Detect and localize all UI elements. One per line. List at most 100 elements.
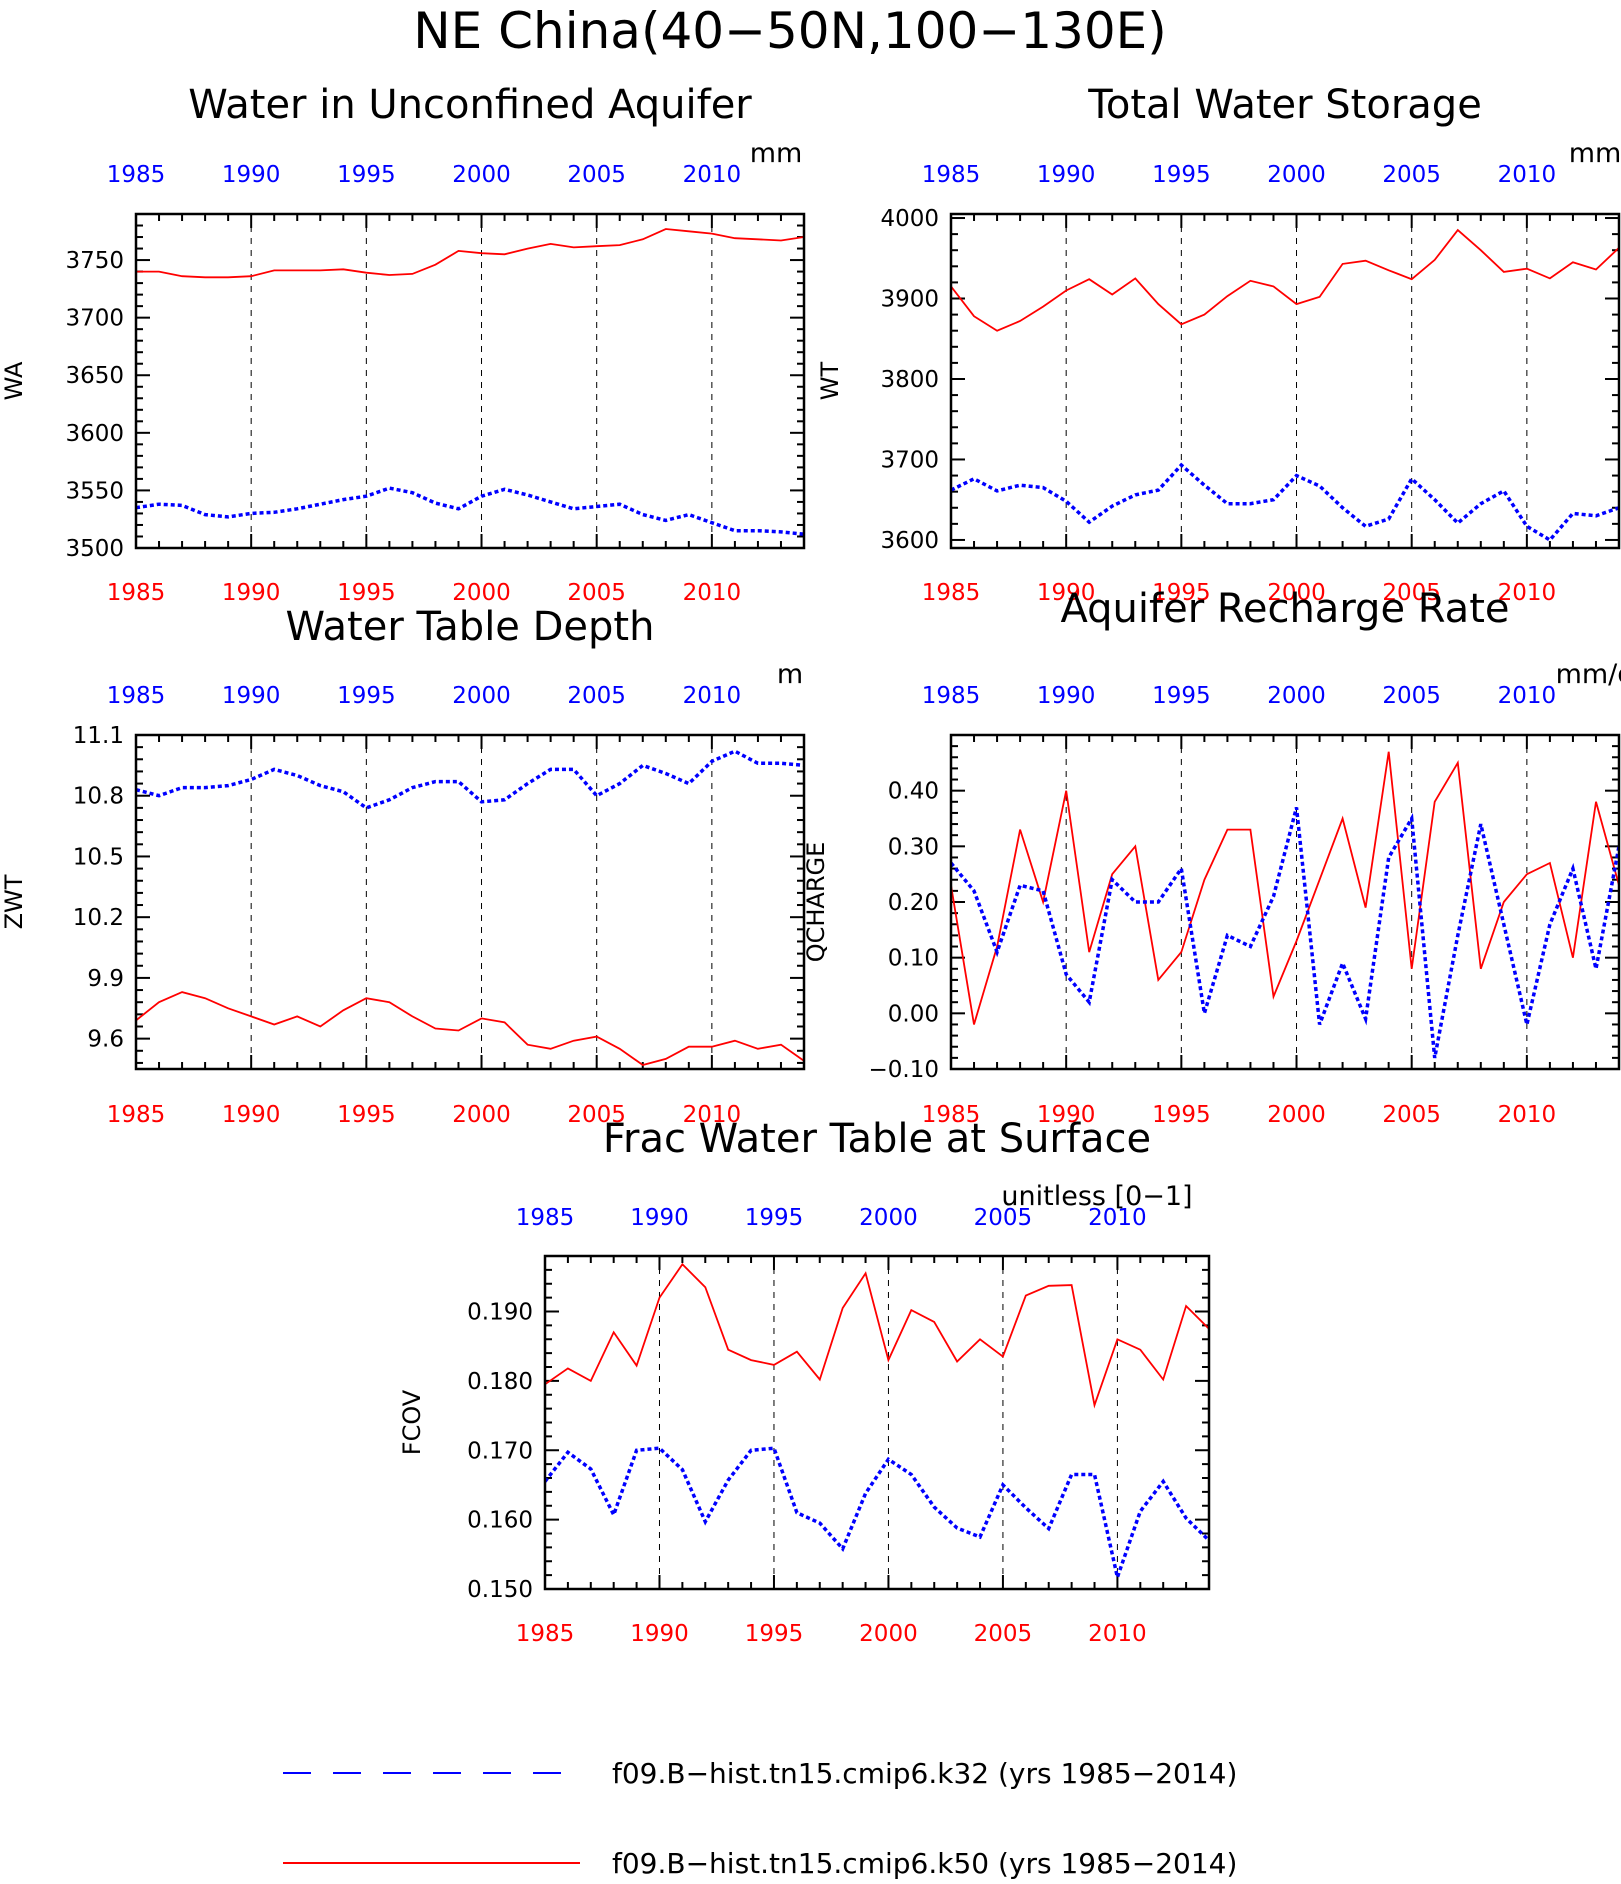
x-tick-label-bottom: 2010 xyxy=(1088,1621,1147,1647)
y-tick-label: 0.170 xyxy=(467,1438,533,1464)
x-tick-label-bottom: 1995 xyxy=(337,580,396,606)
x-tick-label-bottom: 2000 xyxy=(1267,1102,1326,1128)
panel-units: m xyxy=(777,659,803,690)
y-tick-label: 9.9 xyxy=(87,966,124,992)
x-tick-label-bottom: 1990 xyxy=(1037,1102,1096,1128)
x-tick-label-bottom: 2000 xyxy=(452,580,511,606)
x-tick-label-bottom: 2005 xyxy=(567,580,626,606)
y-tick-label: 9.6 xyxy=(87,1027,124,1053)
legend-label-k32: f09.B−hist.tn15.cmip6.k32 (yrs 1985−2014… xyxy=(612,1757,1237,1790)
x-tick-label-top: 2005 xyxy=(567,162,626,188)
y-tick-label: 11.1 xyxy=(73,723,124,749)
x-tick-label-top: 2010 xyxy=(683,162,742,188)
x-tick-label-bottom: 1985 xyxy=(922,1102,981,1128)
y-tick-label: 0.00 xyxy=(888,1001,939,1027)
series-line-k50 xyxy=(951,751,1619,1025)
x-tick-label-top: 1990 xyxy=(630,1205,689,1231)
x-tick-label-top: 2005 xyxy=(567,683,626,709)
x-tick-label-top: 2000 xyxy=(452,683,511,709)
x-tick-label-top: 1995 xyxy=(337,162,396,188)
x-tick-label-top: 1995 xyxy=(745,1205,804,1231)
panel-5: Frac Water Table at Surface unitless [0−1… xyxy=(398,1116,1211,1647)
x-tick-label-bottom: 1985 xyxy=(922,580,981,606)
y-tick-label: 0.10 xyxy=(888,946,939,972)
x-tick-label-top: 2010 xyxy=(683,683,742,709)
x-tick-label-top: 1990 xyxy=(1037,162,1096,188)
y-tick-label: 0.190 xyxy=(467,1300,533,1326)
x-tick-label-top: 1990 xyxy=(222,162,281,188)
x-tick-label-top: 1985 xyxy=(922,683,981,709)
y-tick-label: −0.10 xyxy=(869,1057,939,1083)
y-tick-label: 4000 xyxy=(880,206,939,232)
panel-units: mm/d xyxy=(1556,659,1621,690)
legend-label-k50: f09.B−hist.tn15.cmip6.k50 (yrs 1985−2014… xyxy=(612,1847,1237,1880)
x-tick-label-bottom: 2005 xyxy=(567,1102,626,1128)
plot-frame xyxy=(949,733,1621,1071)
x-tick-label-bottom: 1985 xyxy=(516,1621,575,1647)
y-axis-label: WA xyxy=(0,361,28,400)
x-tick-label-bottom: 2005 xyxy=(1382,580,1441,606)
plot-frame xyxy=(949,212,1621,550)
y-tick-label: 0.150 xyxy=(467,1577,533,1603)
series-line-k50 xyxy=(136,991,804,1066)
x-tick-label-top: 1995 xyxy=(1152,162,1211,188)
y-tick-label: 10.8 xyxy=(73,784,124,810)
x-tick-label-top: 1985 xyxy=(107,683,166,709)
y-tick-label: 3750 xyxy=(65,248,124,274)
x-tick-label-bottom: 2010 xyxy=(683,1102,742,1128)
x-tick-label-top: 2005 xyxy=(1382,162,1441,188)
y-axis-label: FCOV xyxy=(398,1389,426,1455)
x-tick-label-top: 2010 xyxy=(1498,683,1557,709)
y-tick-label: 3600 xyxy=(880,528,939,554)
panel-title: Water in Unconfined Aquifer xyxy=(188,82,752,128)
y-tick-label: 0.180 xyxy=(467,1369,533,1395)
x-tick-label-top: 2010 xyxy=(1498,162,1557,188)
x-tick-label-bottom: 1995 xyxy=(745,1621,804,1647)
x-tick-label-bottom: 2005 xyxy=(1382,1102,1441,1128)
main-title: NE China(40−50N,100−130E) xyxy=(413,2,1167,60)
y-tick-label: 3550 xyxy=(65,478,124,504)
panel-units: mm xyxy=(750,138,803,169)
x-tick-label-bottom: 1995 xyxy=(1152,580,1211,606)
y-tick-label: 10.2 xyxy=(73,905,124,931)
panel-units: mm xyxy=(1569,138,1621,169)
x-tick-label-top: 1985 xyxy=(922,162,981,188)
x-tick-label-bottom: 1985 xyxy=(107,580,166,606)
y-tick-label: 0.160 xyxy=(467,1508,533,1534)
x-tick-label-top: 2000 xyxy=(452,162,511,188)
panel-1: Water in Unconfined Aquifer mm WA 3500 3550 3… xyxy=(0,82,806,606)
x-tick-label-top: 1990 xyxy=(1037,683,1096,709)
panel-2: Total Water Storage mm WT 3600 3700 3800 3900 4… xyxy=(816,82,1621,606)
series-line-k32 xyxy=(136,486,804,536)
y-tick-label: 3650 xyxy=(65,363,124,389)
x-tick-label-top: 2005 xyxy=(974,1205,1033,1231)
series-line-k32 xyxy=(136,749,804,810)
legend: f09.B−hist.tn15.cmip6.k32 (yrs 1985−2014… xyxy=(283,1757,1237,1880)
x-tick-label-bottom: 2010 xyxy=(1498,580,1557,606)
y-tick-label: 10.5 xyxy=(73,844,124,870)
panel-title: Total Water Storage xyxy=(1087,82,1482,128)
y-axis-label: QCHARGE xyxy=(802,842,830,963)
x-tick-label-bottom: 2005 xyxy=(974,1621,1033,1647)
series-line-k50 xyxy=(136,228,804,279)
y-tick-label: 3700 xyxy=(880,447,939,473)
x-tick-label-bottom: 1990 xyxy=(222,580,281,606)
x-tick-label-bottom: 2010 xyxy=(683,580,742,606)
x-tick-label-top: 1985 xyxy=(107,162,166,188)
y-tick-label: 3800 xyxy=(880,367,939,393)
x-tick-label-bottom: 1990 xyxy=(1037,580,1096,606)
x-tick-label-bottom: 2000 xyxy=(859,1621,918,1647)
plot-frame xyxy=(134,733,806,1071)
y-tick-label: 0.30 xyxy=(888,834,939,860)
y-tick-label: 3600 xyxy=(65,421,124,447)
x-tick-label-bottom: 2000 xyxy=(1267,580,1326,606)
x-tick-label-top: 2000 xyxy=(859,1205,918,1231)
x-tick-label-top: 2005 xyxy=(1382,683,1441,709)
x-tick-label-top: 1990 xyxy=(222,683,281,709)
panel-title: Frac Water Table at Surface xyxy=(603,1116,1151,1162)
panels: Water in Unconfined Aquifer mm WA 3500 3550 3… xyxy=(0,82,1621,1647)
y-tick-label: 3900 xyxy=(880,287,939,313)
x-tick-label-bottom: 1995 xyxy=(1152,1102,1211,1128)
series-line-k32 xyxy=(951,462,1619,543)
